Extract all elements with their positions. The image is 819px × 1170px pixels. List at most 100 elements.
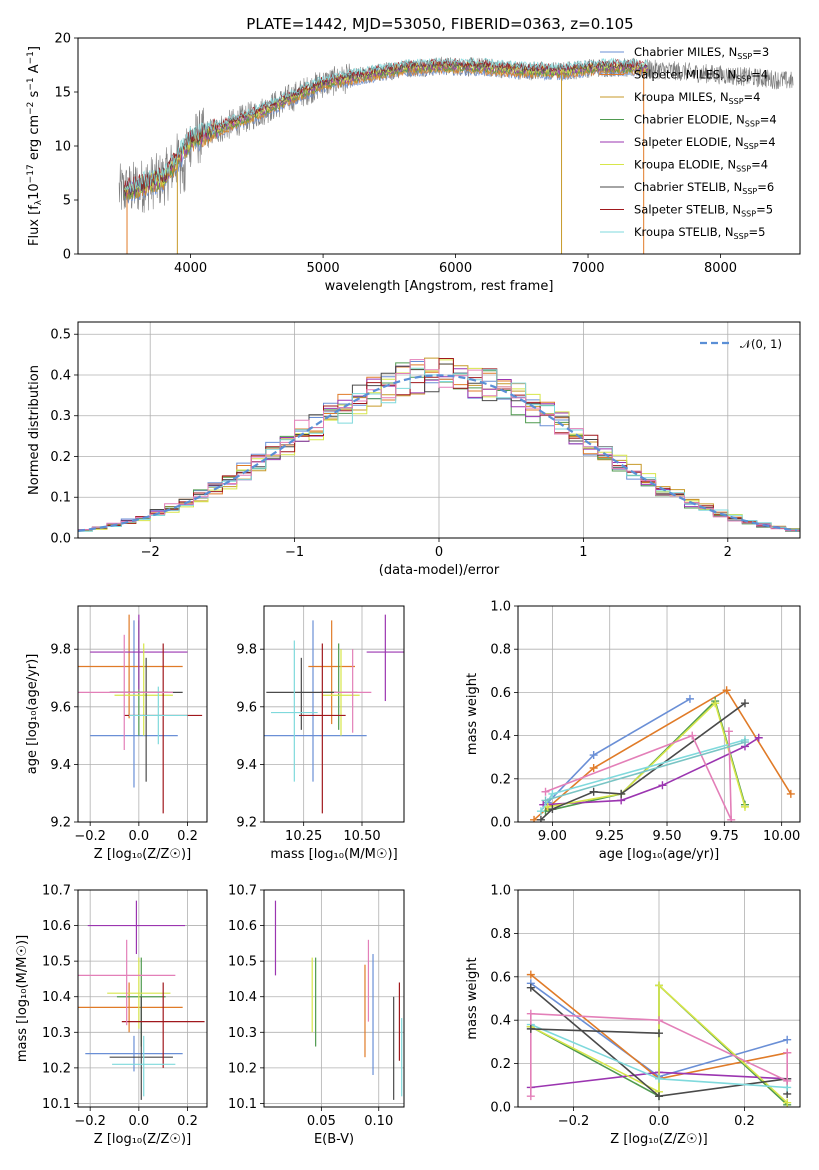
x-tick-label: 10.50 (343, 829, 380, 844)
plot-area (78, 322, 800, 538)
weight-marker (526, 1092, 535, 1101)
chart-residual-histogram: −2 −1 0 1 2 0.0 0.1 0.2 0.3 0.4 0.5 (data-model)/er… (27, 321, 801, 578)
x-tick-label: 8000 (704, 261, 737, 276)
y-axis-label: Flux [fλ10−17 erg cm−2 s−1 A−1] (26, 46, 44, 246)
y-axis-label: mass weight (465, 957, 480, 1039)
plot-area (518, 606, 800, 822)
x-tick-label: 7000 (571, 261, 604, 276)
weight-marker (530, 815, 539, 822)
x-axis-label: mass [log₁₀(M/M☉)] (270, 847, 397, 862)
weight-series-2 (545, 699, 746, 812)
chart-spectrum: 4000 5000 6000 7000 8000 0 5 10 15 20 wavelength [… (26, 32, 801, 294)
weight-marker (783, 1048, 792, 1057)
y-tick-label: 10.6 (42, 919, 71, 934)
x-tick-label: −1 (285, 545, 304, 560)
y-tick-label: 9.2 (236, 816, 257, 831)
weight-marker (655, 981, 663, 990)
weight-marker (740, 802, 749, 811)
y-tick-label: 0.6 (490, 970, 511, 985)
axes-frame (263, 889, 405, 1108)
weight-marker (655, 1092, 663, 1101)
y-tick-label: 0.5 (50, 328, 71, 343)
legend-label: Chabrier ELODIE, NSSP=4 (634, 113, 777, 129)
x-tick-label: 0.05 (307, 1114, 336, 1129)
legend-label: Salpeter STELIB, NSSP=5 (634, 203, 773, 219)
y-tick-label: 0.6 (490, 686, 511, 701)
y-tick-label: 5 (63, 194, 71, 209)
y-tick-label: 10.4 (42, 990, 71, 1005)
y-tick-label: 10.2 (42, 1061, 71, 1076)
weight-marker (655, 1029, 663, 1038)
x-tick-label: 9.50 (653, 829, 682, 844)
y-tick-label: 10.5 (228, 955, 257, 970)
y-tick-label: 10.6 (228, 919, 257, 934)
y-tick-label: 0.8 (490, 927, 511, 942)
axes-frame (77, 605, 208, 823)
legend-label: Salpeter ELODIE, NSSP=4 (634, 135, 776, 151)
weight-marker (541, 787, 550, 796)
x-axis-label: Z [log₁₀(Z/Z☉)] (94, 1132, 191, 1147)
weight-marker (724, 727, 733, 736)
y-tick-label: 10.5 (42, 955, 71, 970)
normal-curve (78, 374, 798, 532)
plot-area (118, 56, 794, 254)
x-axis-label: age [log₁₀(age/yr)] (599, 847, 720, 862)
legend-label: Chabrier MILES, NSSP=3 (634, 45, 769, 61)
x-tick-label: 0 (435, 545, 443, 560)
y-tick-label: 10 (54, 140, 71, 155)
x-tick-label: 0.2 (734, 1114, 755, 1129)
y-tick-label: 10.3 (228, 1026, 257, 1041)
y-tick-label: 0.3 (50, 409, 71, 424)
weight-marker (536, 815, 545, 822)
y-tick-label: 0.4 (490, 729, 511, 744)
x-tick-label: 2 (724, 545, 732, 560)
histogram-step-9 (78, 359, 800, 534)
x-tick-label: 10.25 (285, 829, 322, 844)
x-axis-label: wavelength [Angstrom, rest frame] (325, 279, 554, 294)
y-tick-label: 9.6 (50, 700, 71, 715)
y-tick-label: 15 (54, 86, 71, 101)
weight-marker (740, 738, 749, 747)
legend-label: Kroupa MILES, NSSP=4 (634, 90, 760, 106)
y-tick-label: 9.8 (50, 643, 71, 658)
weight-marker (526, 1024, 535, 1033)
weight-marker (526, 983, 535, 992)
axes-frame (517, 605, 801, 823)
x-axis-label: Z [log₁₀(Z/Z☉)] (94, 847, 191, 862)
weight-marker (740, 699, 749, 708)
weight-marker (617, 789, 626, 798)
y-tick-label: 10.2 (228, 1061, 257, 1076)
y-tick-label: 10.3 (42, 1026, 71, 1041)
x-tick-label: −0.2 (74, 829, 106, 844)
chart-age-vs-mass: 10.25 10.50 9.2 9.4 9.6 9.8 mass [log₁₀(M/M☉)] (236, 605, 405, 862)
x-tick-label: 0.10 (364, 1114, 393, 1129)
y-tick-label: 0.0 (490, 816, 511, 831)
chart-mass-vs-Z: −0.2 0.0 0.2 10.1 10.2 10.3 10.4 10.5 10.6 10.7 Z … (15, 884, 208, 1147)
x-tick-label: 9.75 (710, 829, 739, 844)
chart-mass-vs-EBV: 0.05 0.10 10.1 10.2 10.3 10.4 10.5 10.6 10.7 E(B-… (228, 884, 405, 1147)
weight-marker (688, 731, 697, 740)
weight-marker (754, 733, 763, 742)
weight-marker (548, 789, 557, 798)
y-axis-label: Normed distribution (27, 365, 42, 495)
y-tick-label: 1.0 (490, 884, 511, 899)
x-axis-label: (data-model)/error (379, 563, 500, 578)
y-tick-label: 10.7 (42, 884, 71, 899)
model-spectrum-8 (124, 57, 648, 192)
weight-marker (548, 805, 557, 814)
y-tick-label: 0 (63, 248, 71, 263)
y-tick-label: 10.4 (228, 990, 257, 1005)
x-tick-label: 10.00 (763, 829, 800, 844)
weight-marker (786, 789, 795, 798)
weight-series-4 (530, 983, 788, 1104)
weight-marker (783, 1076, 792, 1085)
plot-area (264, 890, 404, 1107)
y-axis-label: age [log₁₀(age/yr)] (25, 654, 40, 775)
weight-marker (526, 970, 535, 979)
x-tick-label: 4000 (174, 261, 207, 276)
weight-marker (685, 694, 694, 703)
legend-label: Salpeter MILES, NSSP=4 (634, 68, 768, 84)
y-tick-label: 9.4 (236, 758, 257, 773)
weight-marker (783, 1035, 792, 1044)
legend-label: 𝒩(0, 1) (740, 337, 782, 351)
